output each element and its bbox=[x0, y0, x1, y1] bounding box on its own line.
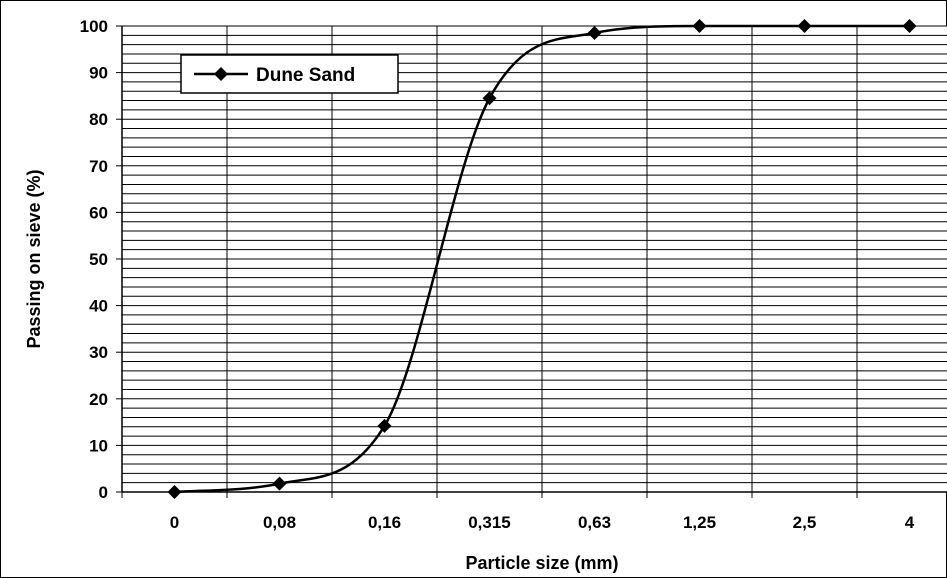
x-tick-label: 0 bbox=[170, 513, 179, 532]
y-tick-label: 40 bbox=[89, 297, 108, 316]
y-tick-label: 90 bbox=[89, 64, 108, 83]
legend-marker bbox=[214, 67, 228, 81]
x-tick-label: 2,5 bbox=[793, 513, 817, 532]
y-tick-label: 60 bbox=[89, 203, 108, 222]
data-point-marker bbox=[482, 91, 497, 106]
y-tick-label: 0 bbox=[99, 483, 108, 502]
data-point-marker bbox=[377, 418, 392, 433]
axes bbox=[116, 25, 947, 498]
data-point-marker bbox=[272, 476, 287, 491]
legend-label: Dune Sand bbox=[256, 65, 355, 86]
x-tick-label: 1,25 bbox=[683, 513, 716, 532]
legend: Dune Sand bbox=[180, 54, 399, 94]
series-layer bbox=[167, 19, 917, 499]
x-tick-label: 0,16 bbox=[368, 513, 401, 532]
y-tick-label: 10 bbox=[89, 436, 108, 455]
data-point-marker bbox=[902, 19, 917, 33]
y-tick-label: 100 bbox=[80, 17, 108, 36]
x-tick-label: 0,63 bbox=[578, 513, 611, 532]
data-point-marker bbox=[587, 25, 602, 40]
y-tick-label: 20 bbox=[89, 390, 108, 409]
tick-labels: 0 10 20 30 40 50 60 70 80 90 100 0 0,08 0,16 0,315 0,63… bbox=[80, 17, 915, 532]
data-point-marker bbox=[167, 485, 182, 499]
series-line bbox=[174, 24, 910, 494]
y-tick-label: 30 bbox=[89, 343, 108, 362]
y-tick-label: 80 bbox=[89, 110, 108, 129]
data-point-marker bbox=[797, 19, 812, 33]
y-axis-title: Passing on sieve (%) bbox=[24, 169, 44, 348]
x-tick-label: 4 bbox=[905, 513, 915, 532]
x-tick-label: 0,315 bbox=[468, 513, 511, 532]
x-axis-title: Particle size (mm) bbox=[465, 553, 618, 573]
y-tick-label: 50 bbox=[89, 250, 108, 269]
data-point-marker bbox=[692, 19, 707, 33]
x-tick-label: 0,08 bbox=[263, 513, 296, 532]
grid bbox=[122, 25, 947, 492]
y-tick-label: 70 bbox=[89, 157, 108, 176]
